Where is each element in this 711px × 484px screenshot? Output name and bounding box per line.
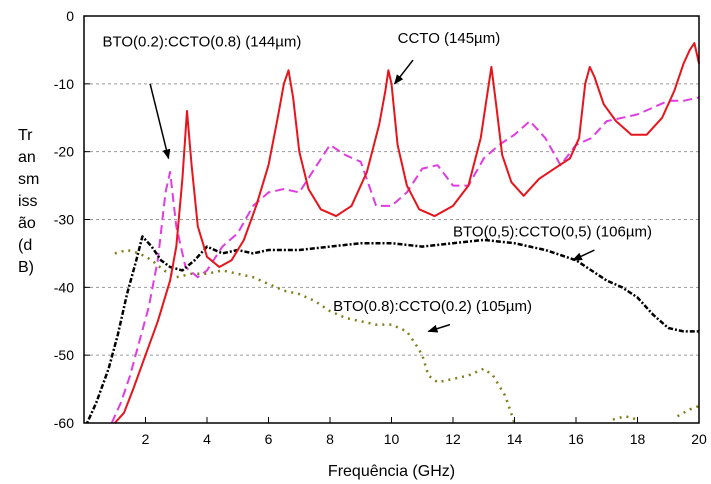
annotation-arrow <box>393 59 414 85</box>
y-tick-label: -50 <box>54 347 74 363</box>
axis-ticks: 0 -10 -20 -30 -40 -50 -60 2 4 6 8 10 12 14 16 18 20 <box>54 8 707 447</box>
series-layer <box>85 42 700 424</box>
x-tick-label: 20 <box>691 431 707 447</box>
series-line-2 <box>110 96 700 424</box>
x-tick-label: 18 <box>630 431 646 447</box>
y-axis-label: Tr an sm iss ão (d B) <box>18 127 39 276</box>
y-axis-label-line: B) <box>18 259 34 276</box>
y-tick-label: -60 <box>54 415 74 431</box>
annotation-label: BTO(0,5):CCTO(0,5) (106µm) <box>453 223 652 240</box>
x-tick-label: 6 <box>265 431 273 447</box>
y-tick-label: -40 <box>54 279 74 295</box>
x-tick-label: 14 <box>507 431 523 447</box>
annotation-arrow <box>572 249 595 261</box>
y-tick-label: 0 <box>66 8 74 24</box>
x-axis-label: Frequência (GHz) <box>328 463 455 480</box>
y-axis-label-line: iss <box>18 193 38 210</box>
y-axis-label-line: ão <box>18 215 36 232</box>
y-axis-label-line: an <box>18 149 36 166</box>
y-axis-label-line: (d <box>18 237 32 254</box>
x-tick-label: 8 <box>326 431 334 447</box>
annotation-label: CCTO (145µm) <box>398 30 501 47</box>
x-tick-label: 4 <box>203 431 211 447</box>
annotation-arrow <box>149 83 171 160</box>
series-line-3 <box>85 235 699 424</box>
y-tick-label: -20 <box>54 144 74 160</box>
annotation-arrow <box>427 323 451 333</box>
annotation-label: BTO(0.2):CCTO(0.8) (144µm) <box>102 34 301 51</box>
series-line-4 <box>114 248 516 424</box>
y-tick-label: -30 <box>54 212 74 228</box>
series-tail-segment <box>612 414 638 421</box>
x-tick-label: 16 <box>568 431 584 447</box>
x-tick-label: 12 <box>445 431 461 447</box>
y-tick-label: -10 <box>54 76 74 92</box>
x-tick-label: 10 <box>384 431 400 447</box>
series-line-1 <box>114 42 700 424</box>
y-axis-label-line: sm <box>18 171 39 188</box>
y-axis-label-line: Tr <box>18 127 33 144</box>
annotations: BTO(0.2):CCTO(0.8) (144µm) CCTO (145µm) BT… <box>102 30 652 333</box>
series-tail-segment <box>676 404 700 418</box>
annotation-label: BTO(0.8):CCTO(0.2) (105µm) <box>333 298 532 315</box>
x-tick-label: 2 <box>142 431 150 447</box>
